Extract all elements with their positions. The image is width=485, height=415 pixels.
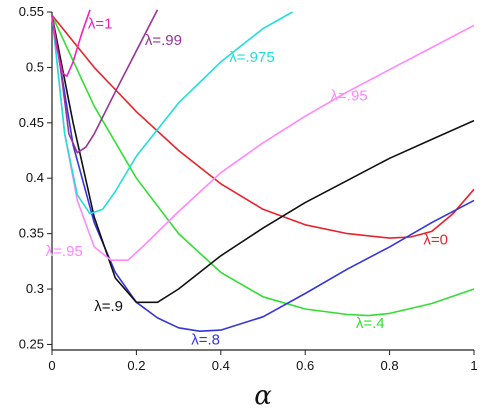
series-line <box>51 9 91 78</box>
x-tick-label: 0 <box>48 358 55 373</box>
x-tick-label: 0.6 <box>296 358 314 373</box>
y-ticks: 0.25 0.3 0.35 0.4 0.45 0.5 0.55 <box>19 4 52 351</box>
series-label: λ=.8 <box>191 331 220 348</box>
series-label: λ=0 <box>423 232 448 249</box>
series-label: λ=.4 <box>356 315 385 332</box>
y-tick-label: 0.5 <box>26 59 44 74</box>
series-label: λ=.95 <box>46 243 83 260</box>
x-tick-label: 0.2 <box>127 358 145 373</box>
series-line <box>51 14 475 317</box>
y-tick-label: 0.55 <box>19 4 44 19</box>
series-label: λ=.99 <box>145 32 182 49</box>
series-line <box>51 11 293 215</box>
y-tick-label: 0.4 <box>26 170 44 185</box>
series-label: λ=.9 <box>94 298 123 315</box>
y-tick-label: 0.35 <box>19 226 44 241</box>
y-tick-label: 0.25 <box>19 336 44 351</box>
series-layer <box>51 9 475 332</box>
series-labels: λ=0 λ=.4 λ=.8 λ=.9 λ=.95 λ=.95 λ=.975 λ=.99 λ=1 <box>46 16 448 349</box>
x-tick-label: 1 <box>470 358 477 373</box>
series-label: λ=.975 <box>229 49 274 66</box>
series-line <box>51 15 475 261</box>
y-tick-label: 0.3 <box>26 281 44 296</box>
x-ticks: 0 0.2 0.4 0.6 0.8 1 <box>48 350 478 373</box>
x-tick-label: 0.4 <box>212 358 230 373</box>
series-line <box>51 15 475 304</box>
y-tick-label: 0.45 <box>19 115 44 130</box>
axes: 0.25 0.3 0.35 0.4 0.45 0.5 0.55 0 0.2 0.4 0.6 0.8 1 <box>19 4 478 373</box>
series-line <box>51 14 475 239</box>
series-line <box>51 9 159 154</box>
series-label: λ=1 <box>88 16 113 33</box>
x-tick-label: 0.8 <box>381 358 399 373</box>
x-axis-label: α <box>254 381 272 411</box>
series-label: λ=.95 <box>331 88 368 105</box>
